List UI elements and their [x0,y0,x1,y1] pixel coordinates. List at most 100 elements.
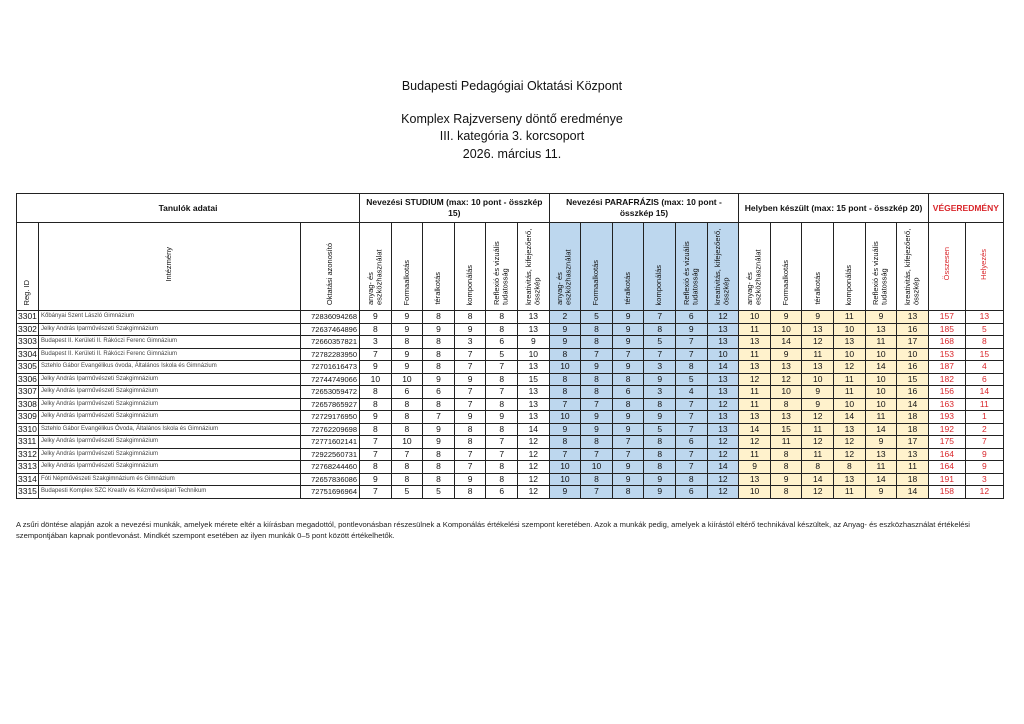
education-id-cell: 72653059472 [299,385,361,399]
parafrazis-score-cell: 12 [706,397,740,411]
parafrazis-score-cell: 9 [580,410,613,424]
parafrazis-score-cell: 8 [548,372,582,386]
studium-score-cell: 7 [359,435,392,449]
reg-id-cell: 3315 [16,485,39,499]
total-cell: 193 [927,410,966,424]
parafrazis-score-cell: 14 [706,460,740,474]
parafrazis-score-cell: 8 [580,335,613,349]
rank-cell: 14 [964,385,1004,399]
col-parafrazis-criterion-label: Formaalkotás [591,259,601,305]
school-cell: Jelky András Iparművészeti Szakgimnázium [38,447,301,461]
col-reg-id-label: Reg. ID [22,279,32,305]
reg-id-cell: 3307 [16,385,39,399]
reg-id-cell: 3305 [16,360,39,374]
helyben-score-cell: 13 [864,447,898,461]
total-cell: 168 [927,335,966,349]
col-helyben-criterion-label: Formaalkotás [780,259,790,305]
studium-score-cell: 8 [422,310,455,324]
col-studium-criterion-label: téralkotás [433,272,443,305]
school-cell: Fóti Népművészeti Szakgimnázium és Gimná… [38,472,301,486]
studium-score-cell: 9 [359,310,392,324]
parafrazis-score-cell: 7 [675,422,708,436]
rank-cell: 13 [964,310,1004,324]
column-header-row: Reg. ID Intézmény Oktatási azonosító anyag-… [16,222,1004,311]
parafrazis-score-cell: 8 [643,322,676,336]
parafrazis-score-cell: 9 [643,472,676,486]
total-cell: 163 [927,397,966,411]
parafrazis-score-cell: 7 [675,460,708,474]
helyben-score-cell: 10 [833,347,866,361]
total-cell: 192 [927,422,966,436]
parafrazis-score-cell: 10 [706,347,740,361]
total-cell: 164 [927,447,966,461]
helyben-score-cell: 11 [801,447,835,461]
helyben-score-cell: 11 [738,322,771,336]
table-row: 3310 Sztehlo Gábor Evangélikus Óvoda, Ált… [16,422,1004,436]
studium-score-cell: 12 [517,472,550,486]
col-helyben-criterion: komponálás [833,222,866,311]
parafrazis-score-cell: 9 [611,322,645,336]
school-cell: Kőbányai Szent László Gimnázium [38,310,301,324]
parafrazis-score-cell: 3 [643,360,676,374]
studium-score-cell: 8 [453,422,487,436]
rank-cell: 12 [964,485,1004,499]
col-studium-criterion-label: komponálás [464,264,474,305]
studium-score-cell: 8 [390,410,424,424]
col-parafrazis-criterion: Reflexió és vizuális tudatosság [675,222,708,311]
studium-score-cell: 9 [390,360,424,374]
rank-cell: 3 [964,472,1004,486]
results-table: Tanulók adatai Nevezési STUDIUM (max: 10… [15,193,1004,499]
reg-id-cell: 3301 [16,310,39,324]
rank-cell: 9 [964,460,1004,474]
rank-cell: 11 [964,397,1004,411]
parafrazis-score-cell: 9 [548,322,582,336]
parafrazis-score-cell: 9 [611,422,645,436]
results-body: 3301 Kőbányai Szent László Gimnázium 72836… [16,310,1004,499]
helyben-score-cell: 13 [833,335,866,349]
reg-id-cell: 3313 [16,460,39,474]
studium-score-cell: 12 [517,485,550,499]
studium-score-cell: 8 [422,397,455,411]
total-cell: 158 [927,485,966,499]
parafrazis-score-cell: 9 [611,335,645,349]
studium-score-cell: 7 [485,447,518,461]
rank-cell: 1 [964,410,1004,424]
helyben-score-cell: 14 [864,360,898,374]
parafrazis-score-cell: 10 [548,460,582,474]
helyben-score-cell: 12 [833,360,866,374]
group-header-row: Tanulók adatai Nevezési STUDIUM (max: 10… [15,193,1004,223]
studium-score-cell: 6 [422,385,455,399]
col-studium-criterion: komponálás [453,222,487,311]
education-id-cell: 72768244460 [299,460,361,474]
table-row: 3306 Jelky András Iparművészeti Szakgimná… [16,372,1004,386]
col-total-label: Összesen [941,247,951,281]
studium-score-cell: 8 [485,322,518,336]
parafrazis-score-cell: 6 [675,485,708,499]
parafrazis-score-cell: 9 [643,485,676,499]
helyben-score-cell: 11 [738,347,771,361]
school-cell: Budapest II. Kerületi II. Rákóczi Ferenc… [38,347,301,361]
helyben-score-cell: 8 [769,447,803,461]
studium-score-cell: 8 [422,460,455,474]
studium-score-cell: 7 [390,447,424,461]
helyben-score-cell: 11 [864,460,898,474]
studium-score-cell: 14 [517,422,550,436]
studium-score-cell: 7 [359,447,392,461]
helyben-score-cell: 11 [738,397,771,411]
studium-score-cell: 9 [359,410,392,424]
parafrazis-score-cell: 8 [675,360,708,374]
parafrazis-score-cell: 13 [706,335,740,349]
studium-score-cell: 7 [485,385,518,399]
studium-score-cell: 8 [485,397,518,411]
parafrazis-score-cell: 10 [548,360,582,374]
helyben-score-cell: 14 [896,397,929,411]
parafrazis-score-cell: 8 [611,372,645,386]
helyben-score-cell: 9 [769,310,803,324]
studium-score-cell: 9 [422,322,455,336]
helyben-score-cell: 13 [833,472,866,486]
table-row: 3301 Kőbányai Szent László Gimnázium 72836… [16,310,1004,324]
studium-score-cell: 10 [390,372,424,386]
helyben-score-cell: 12 [801,435,835,449]
helyben-score-cell: 13 [738,335,771,349]
studium-score-cell: 9 [453,372,487,386]
